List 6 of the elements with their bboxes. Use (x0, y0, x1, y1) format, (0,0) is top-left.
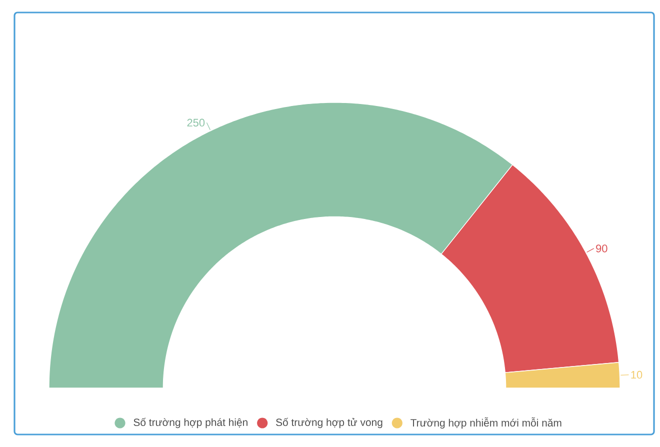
legend-label: Số trường hợp phát hiện (134, 418, 248, 428)
legend-label: Trường hợp nhiễm mới mỗi năm (410, 417, 562, 429)
data-label: 250 (187, 118, 205, 127)
data-label: 10 (631, 370, 642, 379)
data-label: 90 (596, 244, 608, 252)
legend-label: Số trường hợp tử vong (276, 418, 382, 428)
